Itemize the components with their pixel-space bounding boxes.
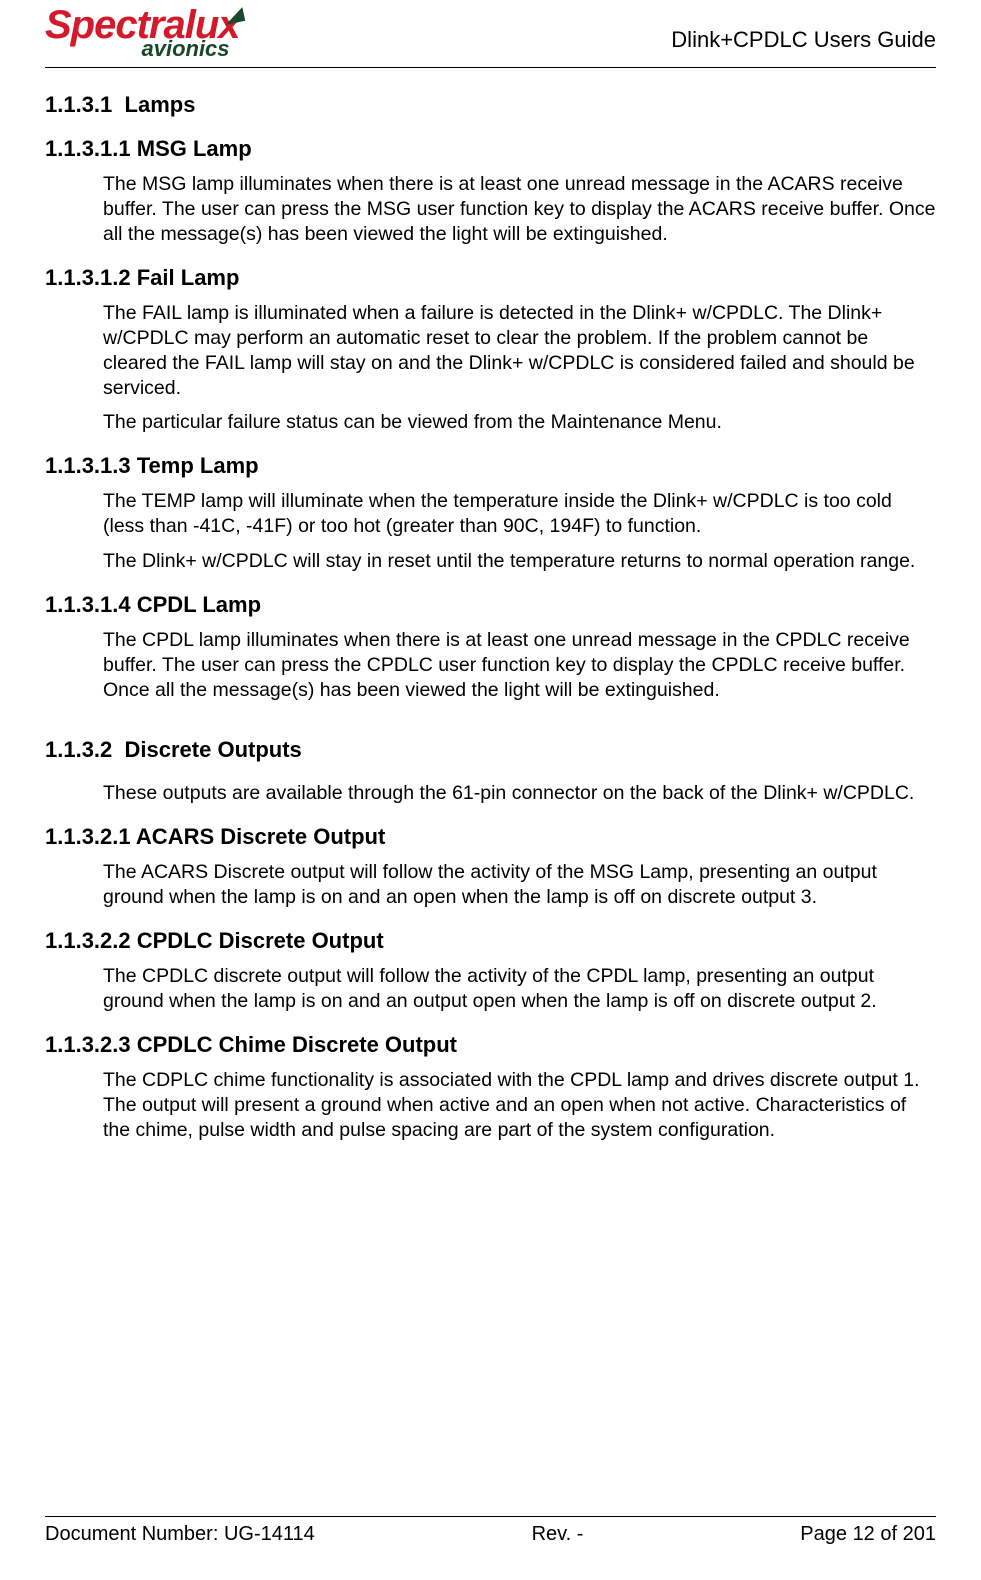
subsection-msg-lamp: 1.1.3.1.1 MSG Lamp [45,136,936,162]
subsection-cpdlc-chime-output: 1.1.3.2.3 CPDLC Chime Discrete Output [45,1032,936,1058]
paragraph: The MSG lamp illuminates when there is a… [103,172,936,247]
paragraph: The Dlink+ w/CPDLC will stay in reset un… [103,549,936,574]
doc-number: Document Number: UG-14114 [45,1523,315,1546]
subsection-cpdl-lamp: 1.1.3.1.4 CPDL Lamp [45,592,936,618]
subsection-fail-lamp: 1.1.3.1.2 Fail Lamp [45,265,936,291]
subsection-acars-output: 1.1.3.2.1 ACARS Discrete Output [45,824,936,850]
subsection-temp-lamp: 1.1.3.1.3 Temp Lamp [45,453,936,479]
paragraph: The particular failure status can be vie… [103,410,936,435]
subsection-cpdlc-output: 1.1.3.2.2 CPDLC Discrete Output [45,928,936,954]
paragraph: These outputs are available through the … [103,781,936,806]
logo-text: Spectralux [45,7,240,43]
paragraph: The FAIL lamp is illuminated when a fail… [103,301,936,401]
paragraph: The CPDL lamp illuminates when there is … [103,628,936,703]
paragraph: The CPDLC discrete output will follow th… [103,964,936,1014]
revision: Rev. - [532,1523,584,1546]
paragraph: The ACARS Discrete output will follow th… [103,860,936,910]
page-header: Spectralux avionics Dlink+CPDLC Users Gu… [45,7,936,68]
document-title: Dlink+CPDLC Users Guide [671,27,936,53]
section-heading-discrete-outputs: 1.1.3.2 Discrete Outputs [45,737,936,763]
page-footer: Document Number: UG-14114 Rev. - Page 12… [45,1516,936,1546]
page-number: Page 12 of 201 [800,1523,936,1546]
paragraph: The TEMP lamp will illuminate when the t… [103,489,936,539]
company-logo: Spectralux avionics [45,7,240,59]
section-heading-lamps: 1.1.3.1 Lamps [45,92,936,118]
paragraph: The CDPLC chime functionality is associa… [103,1068,936,1143]
